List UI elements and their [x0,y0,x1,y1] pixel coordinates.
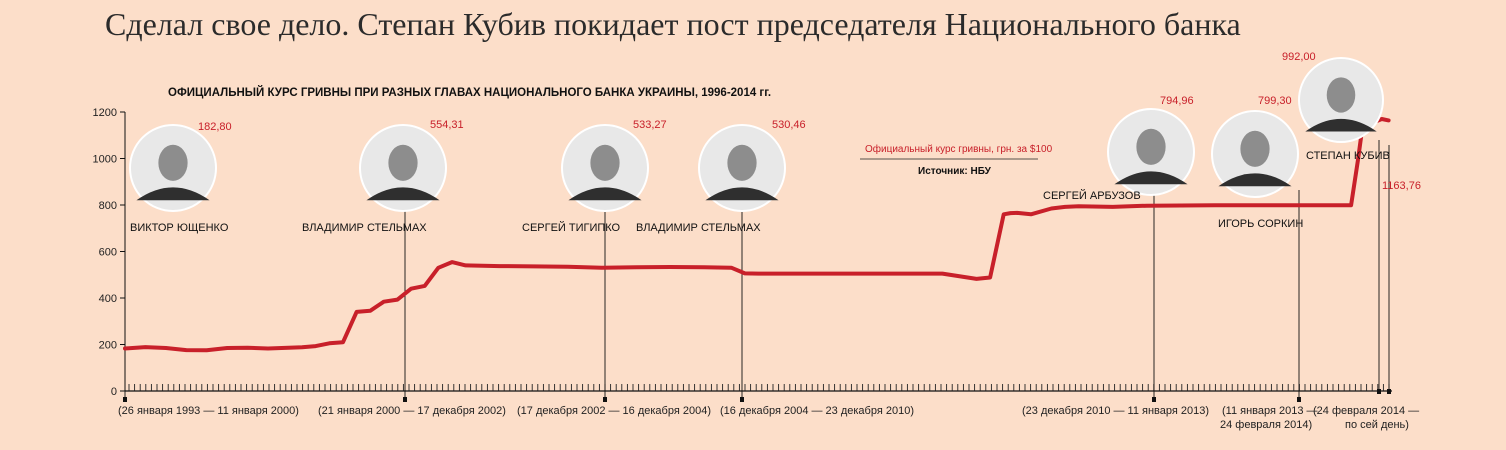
period-sorkin-line2: 24 февраля 2014) [1220,419,1312,431]
head-name-sorkin: ИГОРЬ СОРКИН [1218,218,1303,230]
period-arbuzov: (23 декабря 2010 — 11 января 2013) [1022,405,1209,417]
source-label: Источник: НБУ [918,166,992,177]
current-value-kubiv: 1163,76 [1382,180,1421,192]
legend: Официальный курс гривны, грн. за $100 Ис… [860,143,1053,177]
portrait-photo-2 [561,124,649,212]
series-line [123,117,1391,353]
head-name-yushchenko: ВИКТОР ЮЩЕНКО [130,222,229,234]
chart-title: ОФИЦИАЛЬНЫЙ КУРС ГРИВНЫ ПРИ РАЗНЫХ ГЛАВА… [168,86,771,99]
period-marker [1387,389,1391,394]
y-tick-label: 0 [111,386,117,398]
head-name-tigipko: СЕРГЕЙ ТИГИПКО [522,221,621,234]
period-marker [1152,397,1156,402]
head-value-sorkin: 799,30 [1258,95,1292,107]
portrait-photo-0 [129,124,217,212]
head-value-kubiv: 992,00 [1282,51,1316,63]
period-marker [603,397,607,402]
y-axis: 0 200 400 600 800 1000 1200 [93,107,126,398]
period-stelmakh-2: (16 декабря 2004 — 23 декабря 2010) [720,405,914,417]
portrait-photo-3 [698,124,786,212]
head-value-stelmakh-2: 530,46 [772,119,806,131]
head-name-stelmakh-2: ВЛАДИМИР СТЕЛЬМАХ [636,222,761,234]
period-marker [1297,397,1301,402]
headline: Сделал свое дело. Степан Кубив покидает … [105,6,1241,42]
head-value-stelmakh-1: 554,31 [430,119,464,131]
y-tick-label: 1200 [93,107,117,119]
period-sorkin-line1: (11 января 2013 — [1222,405,1318,417]
head-name-arbuzov: СЕРГЕЙ АРБУЗОВ [1043,189,1141,202]
legend-label: Официальный курс гривны, грн. за $100 [865,143,1053,155]
head-value-arbuzov: 794,96 [1160,95,1194,107]
period-marker [123,397,127,402]
portrait-photo-5 [1211,110,1299,198]
portrait-photo-4 [1107,108,1195,196]
period-kubiv-line2: по сей день) [1345,419,1409,431]
y-tick-label: 1000 [93,154,117,166]
period-marker [403,397,407,402]
y-tick-label: 400 [99,293,117,305]
y-tick-label: 200 [99,340,117,352]
period-kubiv-line1: (24 февраля 2014 — [1313,405,1419,417]
head-value-tigipko: 533,27 [633,119,667,131]
period-tigipko: (17 декабря 2002 — 16 декабря 2004) [517,405,711,417]
period-marker [740,397,744,402]
portrait-photo-1 [359,124,447,212]
y-tick-label: 800 [99,200,117,212]
period-stelmakh-1: (21 января 2000 — 17 декабря 2002) [318,405,506,417]
period-yushchenko: (26 января 1993 — 11 января 2000) [118,405,299,417]
portrait-photo-6 [1298,57,1384,143]
period-marker [1377,389,1381,394]
y-tick-label: 600 [99,247,117,259]
head-name-stelmakh-1: ВЛАДИМИР СТЕЛЬМАХ [302,222,427,234]
head-value-yushchenko: 182,80 [198,121,232,133]
x-axis [125,384,1392,392]
head-name-kubiv: СТЕПАН КУБИВ [1306,150,1390,162]
